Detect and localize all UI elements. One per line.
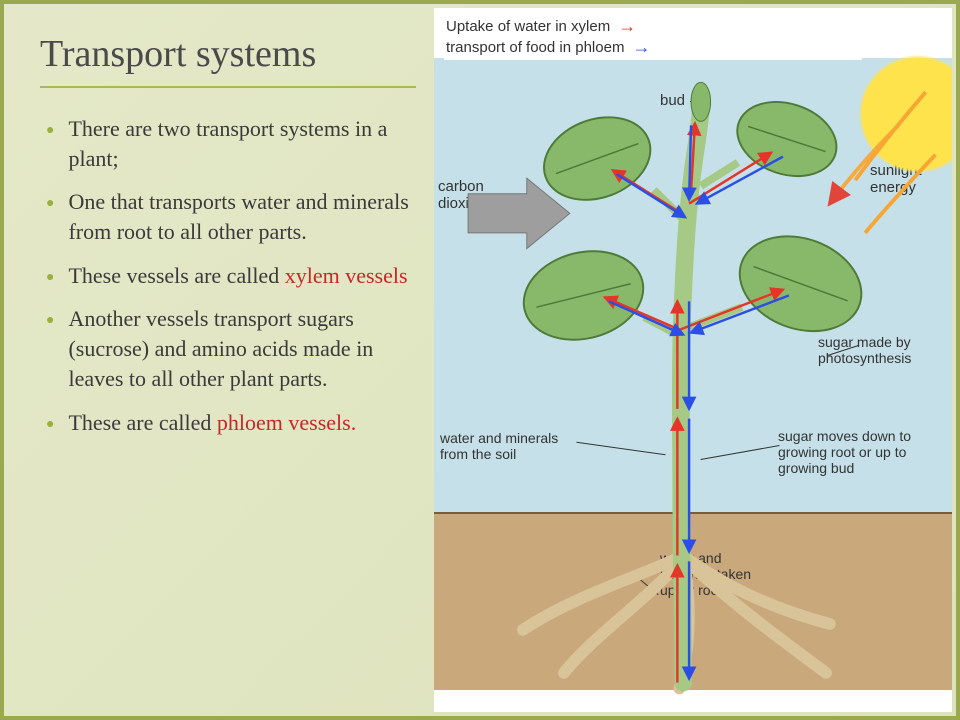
page-title: Transport systems [40, 32, 416, 76]
legend-phloem-text: transport of food in phloem [446, 39, 624, 56]
title-divider [40, 86, 416, 88]
bullet-list: There are two transport systems in a pla… [40, 114, 416, 437]
bullet-item: These are called phloem vessels. [46, 408, 416, 438]
legend: Uptake of water in xylem → transport of … [444, 14, 862, 60]
slide: Transport systems There are two transpor… [0, 0, 960, 720]
plant-svg [434, 8, 952, 712]
bullet-item: There are two transport systems in a pla… [46, 114, 416, 173]
diagram-column: Uptake of water in xylem → transport of … [434, 8, 952, 712]
bullet-item: Another vessels transport sugars (sucros… [46, 304, 416, 393]
plant-diagram: Uptake of water in xylem → transport of … [434, 8, 952, 712]
phloem-arrow-icon: → [632, 37, 650, 58]
legend-phloem: transport of food in phloem → [446, 37, 860, 58]
left-column: Transport systems There are two transpor… [4, 4, 434, 716]
legend-xylem-text: Uptake of water in xylem [446, 18, 610, 35]
bullet-item: One that transports water and minerals f… [46, 187, 416, 246]
legend-xylem: Uptake of water in xylem → [446, 16, 860, 37]
bullet-item: These vessels are called xylem vessels [46, 261, 416, 291]
xylem-arrow-icon: → [618, 16, 636, 37]
